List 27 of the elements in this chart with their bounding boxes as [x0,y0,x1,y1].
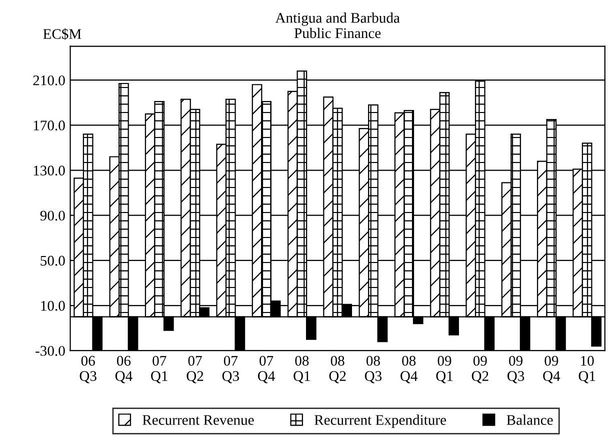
y-tick-label: 130.0 [34,166,65,176]
x-tick-label: 06 Q3 [80,356,96,384]
x-tick-label: 09 Q3 [507,356,524,384]
x-tick-label: 08 Q1 [294,356,310,384]
y-tick-label: 10.0 [41,300,65,311]
y-tick-label: 170.0 [34,120,65,130]
x-tick-label: 09 Q2 [472,356,488,384]
legend-label: Balance [506,414,553,425]
x-tick-label: 08 Q4 [400,356,418,384]
x-tick-label: 06 Q4 [115,356,132,384]
x-tick-label: 07 Q3 [222,356,239,384]
chart-title: Antigua and Barbuda Public Finance [275,12,400,38]
x-tick-label: 10 Q1 [578,356,596,384]
x-tick-label: 07 Q4 [258,356,275,384]
x-tick-label: 07 Q1 [151,356,168,384]
y-tick-label: 50.0 [40,256,65,266]
x-tick-label: 07 Q2 [186,356,204,384]
y-tick-label: 210.0 [33,75,65,86]
x-tick-label: 09 Q1 [436,356,453,384]
legend-label: Recurrent Expenditure [314,414,446,428]
x-tick-label: 08 Q2 [329,356,346,384]
y-tick-label: -30.0 [36,346,65,356]
x-tick-label: 08 Q3 [364,356,382,384]
y-axis-title: EC$M [43,28,82,40]
legend-label: Recurrent Revenue [142,415,254,425]
x-tick-label: 09 Q4 [543,356,560,384]
y-tick-label: 90.0 [40,210,65,221]
